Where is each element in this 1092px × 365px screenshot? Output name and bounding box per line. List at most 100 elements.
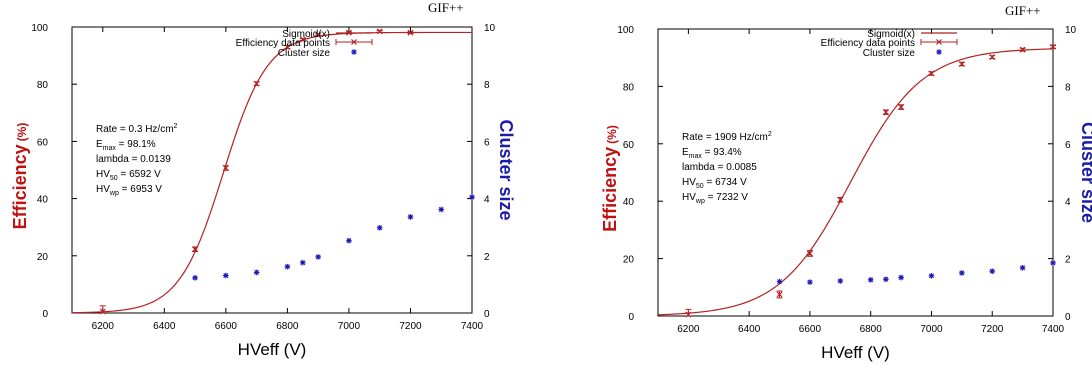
efficiency-marker bbox=[253, 80, 260, 87]
legend: Sigmoid(x)Efficiency data pointsCluster … bbox=[236, 29, 373, 59]
efficiency-marker bbox=[806, 250, 813, 257]
y2-tick-label: 10 bbox=[484, 23, 496, 34]
legend-label-cluster: Cluster size bbox=[863, 48, 916, 59]
legend-swatch-efficiency-marker bbox=[351, 39, 357, 45]
cluster-size-point bbox=[959, 270, 965, 276]
cluster-size-point bbox=[299, 259, 306, 266]
hv50-symbol: HV bbox=[96, 169, 110, 180]
cluster-size-point bbox=[1050, 260, 1056, 266]
y2-tick-label: 8 bbox=[1065, 82, 1071, 93]
hvwp-text: HVwp = 6953 V bbox=[96, 184, 162, 197]
y-tick-label: 40 bbox=[37, 195, 49, 206]
cluster-size-point bbox=[469, 194, 475, 200]
y-axis-label-unit: (%) bbox=[605, 125, 619, 144]
efficiency-point bbox=[685, 308, 692, 318]
efficiency-point bbox=[99, 305, 106, 315]
efficiency-marker bbox=[898, 104, 905, 110]
cluster-size-point bbox=[192, 275, 198, 281]
y2-axis-label: Cluster size bbox=[1078, 122, 1092, 223]
cluster-size-point bbox=[315, 254, 321, 260]
emax-subscript: max bbox=[103, 145, 117, 152]
cluster-size-point bbox=[438, 206, 445, 213]
efficiency-point bbox=[222, 165, 229, 171]
rate-text: Rate = 0.3 Hz/cm2 bbox=[96, 123, 178, 135]
y-tick-label: 100 bbox=[617, 25, 634, 36]
legend-label-sigmoid: Sigmoid(x) bbox=[282, 29, 330, 40]
x-tick-label: 7400 bbox=[1042, 324, 1065, 335]
efficiency-marker bbox=[315, 31, 322, 38]
hv50-text: HV50 = 6592 V bbox=[96, 169, 161, 182]
legend-label-efficiency: Efficiency data points bbox=[236, 38, 330, 49]
sigmoid-curve bbox=[71, 31, 472, 314]
efficiency-point bbox=[928, 70, 935, 77]
cluster-size-point bbox=[253, 269, 260, 276]
y-tick-label: 20 bbox=[623, 255, 635, 266]
corner-label: GIF++ bbox=[428, 0, 464, 15]
x-tick-label: 7200 bbox=[981, 324, 1004, 335]
hv50-text: HV50 = 6734 V bbox=[682, 177, 747, 190]
y2-axis-label: Cluster size bbox=[496, 119, 516, 220]
plot-frame bbox=[657, 28, 1054, 317]
efficiency-point bbox=[299, 36, 306, 43]
rate-exponent: 2 bbox=[768, 131, 772, 138]
efficiency-point bbox=[315, 31, 322, 38]
efficiency-marker bbox=[407, 29, 414, 36]
hv50-subscript: 50 bbox=[110, 175, 118, 182]
efficiency-point bbox=[376, 28, 383, 35]
efficiency-marker bbox=[776, 291, 783, 298]
y-tick-label: 0 bbox=[628, 312, 634, 323]
rate-text: Rate = 1909 Hz/cm2 bbox=[682, 131, 772, 143]
x-axis-label: HVeff (V) bbox=[238, 340, 307, 359]
efficiency-point bbox=[253, 80, 260, 87]
hvwp-symbol: HV bbox=[96, 184, 110, 195]
x-tick-label: 7000 bbox=[920, 324, 943, 335]
y-axis-label-main: Efficiency bbox=[600, 147, 620, 232]
x-tick-label: 6600 bbox=[799, 324, 822, 335]
efficiency-marker bbox=[1050, 43, 1056, 50]
y-tick-label: 0 bbox=[42, 309, 48, 320]
emax-text: Emax = 98.1% bbox=[96, 139, 156, 152]
chart-panel-1: 6200 6400 6600 6800 7000 7200 7400020406080100… bbox=[10, 0, 516, 359]
emax-text: Emax = 93.4% bbox=[682, 147, 742, 160]
hv50-subscript: 50 bbox=[696, 183, 704, 190]
cluster-size-point bbox=[898, 274, 904, 281]
x-tick-label: 6800 bbox=[860, 324, 883, 335]
rate-exponent: 2 bbox=[174, 123, 178, 130]
cluster-size-point bbox=[837, 278, 844, 284]
efficiency-point bbox=[898, 104, 905, 110]
y-tick-label: 40 bbox=[623, 197, 635, 208]
hvwp-value: = 6953 V bbox=[119, 184, 162, 195]
y-tick-label: 60 bbox=[37, 137, 49, 148]
emax-symbol: E bbox=[96, 139, 103, 150]
efficiency-point bbox=[776, 290, 783, 299]
cluster-size-point bbox=[807, 279, 813, 285]
legend-label-cluster: Cluster size bbox=[278, 48, 331, 59]
legend-label-efficiency: Efficiency data points bbox=[821, 38, 915, 49]
efficiency-marker bbox=[958, 61, 965, 67]
efficiency-point bbox=[284, 44, 291, 50]
hvwp-value: = 7232 V bbox=[705, 192, 748, 203]
x-tick-label: 6400 bbox=[153, 321, 176, 332]
sigmoid-curve bbox=[657, 48, 1054, 316]
efficiency-marker bbox=[192, 246, 199, 253]
emax-symbol: E bbox=[682, 147, 689, 158]
y2-tick-label: 8 bbox=[484, 80, 490, 91]
cluster-size-point bbox=[346, 237, 352, 244]
y2-tick-label: 2 bbox=[1065, 255, 1071, 266]
efficiency-marker bbox=[882, 109, 889, 116]
efficiency-marker bbox=[284, 44, 291, 50]
efficiency-point bbox=[1019, 46, 1026, 53]
plot-frame bbox=[71, 26, 473, 314]
y-axis-label: Efficiency (%) bbox=[600, 125, 620, 232]
cluster-size-point bbox=[928, 273, 935, 279]
efficiency-marker bbox=[1019, 46, 1026, 53]
y-tick-label: 80 bbox=[623, 82, 635, 93]
x-tick-label: 6400 bbox=[738, 324, 761, 335]
y2-tick-label: 0 bbox=[484, 309, 490, 320]
y2-tick-label: 4 bbox=[484, 195, 490, 206]
efficiency-point bbox=[1050, 43, 1056, 50]
fit-parameters: Rate = 1909 Hz/cm2 Emax = 93.4% lambda = 0… bbox=[682, 131, 772, 205]
y2-tick-label: 6 bbox=[1065, 140, 1071, 151]
hvwp-text: HVwp = 7232 V bbox=[682, 192, 748, 205]
